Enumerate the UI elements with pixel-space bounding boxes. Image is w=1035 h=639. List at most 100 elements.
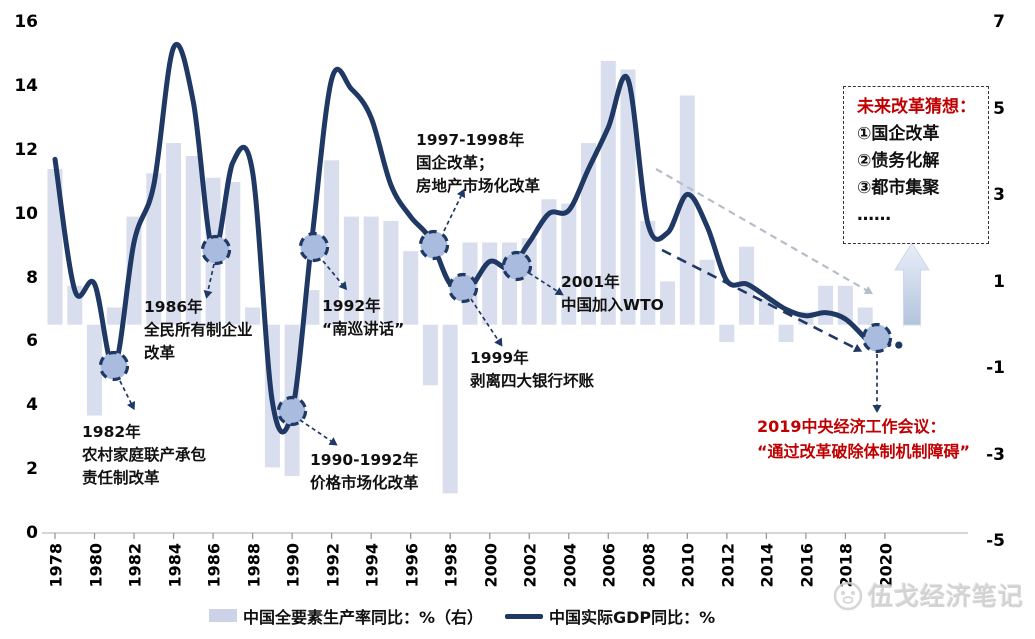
gdp-line: [52, 42, 868, 435]
x-axis-tick-label: 1996: [402, 542, 422, 588]
reform-markers-group: [98, 229, 893, 427]
tfp-bar-1985: [185, 156, 201, 325]
annotation-line: 国企改革；: [416, 154, 494, 172]
x-axis-tick-label: 2016: [797, 542, 817, 588]
annotation-a1992: 1992年 “南巡讲话”: [322, 295, 404, 341]
annotation-arrow: [443, 195, 462, 232]
annotation-line: 中国加入WTO: [561, 296, 664, 314]
right-axis-tick-label: 1: [993, 272, 1005, 292]
tfp-bar-1995: [383, 220, 399, 325]
arrowhead-icon: [456, 188, 466, 198]
tfp-bar-2012: [719, 324, 735, 342]
annotation-a2019: 2019中央经济工作会议： “通过改革破除体制机制障碍”: [757, 414, 970, 464]
tfp-bar-1978: [47, 169, 63, 325]
tfp-bar-1980: [87, 324, 102, 416]
annotation-a1999: 1999年 剥离四大银行坏账: [470, 347, 594, 393]
left-axis-tick-label: 16: [14, 12, 38, 32]
reform-marker-1981-trough: [98, 350, 130, 382]
annotation-arrow: [119, 380, 132, 404]
tfp-bar-2004: [561, 203, 577, 325]
left-axis-tick-label: 12: [14, 140, 38, 160]
tfp-bar-2007: [620, 69, 636, 325]
x-axis-tick-label: 2008: [639, 542, 659, 588]
tfp-bar-2008: [640, 220, 656, 325]
future-reforms-items: ①国企改革 ②债务化解 ③都市集聚 ……: [857, 121, 988, 229]
annotation-line: “南巡讲话”: [322, 320, 405, 338]
x-axis-tick-label: 2002: [520, 542, 540, 588]
trend-gray: [655, 168, 867, 291]
arrowhead-icon: [494, 337, 503, 347]
tfp-bar-1993: [343, 216, 359, 325]
right-axis-tick-label: 3: [993, 185, 1005, 205]
annotation-line: 1982年: [82, 423, 141, 441]
x-axis-tick-label: 1978: [46, 542, 66, 588]
big-up-arrow-icon: [894, 242, 930, 326]
right-axis-tick-label: -3: [986, 445, 1005, 465]
annotation-line: 价格市场化改革: [310, 474, 419, 492]
x-axis-tick-label: 1986: [204, 542, 224, 588]
tfp-bar-2015: [778, 324, 794, 342]
left-axis-tick-label: 14: [14, 76, 38, 96]
x-axis-tick-label: 2006: [599, 542, 619, 588]
tfp-bar-2019: [857, 307, 873, 325]
trend-arrows-group: [655, 168, 873, 353]
x-axis-tick-label: 1980: [86, 542, 106, 588]
x-axis-tick-label: 1992: [323, 542, 343, 588]
arrowhead-icon: [338, 281, 348, 291]
annotation-line: 改革: [144, 344, 176, 362]
reform-marker-1997: [418, 229, 450, 261]
tfp-bar-2003: [541, 199, 557, 325]
tfp-bar-1981: [106, 307, 122, 325]
tfp-bar-1983: [146, 173, 162, 325]
left-axis-tick-label: 6: [26, 331, 38, 351]
tfp-bar-2010: [679, 95, 695, 325]
left-axis-tick-label: 8: [26, 268, 38, 288]
x-axis-tick-label: 2000: [481, 542, 501, 588]
future-reforms-title: 未来改革猜想：: [857, 97, 976, 117]
tfp-bar-1996: [403, 251, 419, 325]
arrowhead-icon: [126, 400, 136, 411]
tfp-bar-2009: [660, 281, 676, 325]
x-axis-tick-label: 2004: [560, 542, 580, 588]
annotation-a1997: 1997-1998年 国企改革； 房地产市场化改革: [416, 129, 540, 198]
gdp-projection-end-dot: [895, 341, 903, 349]
annotation-a2001: 2001年中国加入WTO: [561, 271, 664, 317]
right-axis-tick-label: -1: [986, 358, 1005, 378]
tfp-bar-2005: [581, 143, 596, 325]
future-reform-item: ③都市集聚: [857, 178, 940, 198]
tfp-bar-2006: [600, 60, 616, 325]
tfp-bar-1997: [422, 324, 438, 386]
future-reforms-box: 未来改革猜想： ①国企改革 ②债务化解 ③都市集聚 ……: [843, 86, 989, 244]
annotation-a1986: 1986年 全民所有制企业 改革: [144, 296, 253, 365]
x-axis-tick-label: 1988: [244, 542, 264, 588]
annotation-line: 2001年: [561, 273, 620, 291]
right-axis-tick-label: 5: [993, 99, 1005, 119]
x-axis-tick-label: 1990: [283, 542, 303, 588]
annotation-arrows-group: [119, 188, 882, 446]
tfp-bar-1998: [442, 324, 458, 494]
annotation-a1982: 1982年 农村家庭联产承包 责任制改革: [82, 421, 206, 490]
annotation-line: 2019中央经济工作会议：: [757, 417, 946, 436]
legend-gdp-label: 中国实际GDP同比：%: [549, 608, 716, 627]
annotation-line: 1999年: [470, 349, 529, 367]
annotation-arrow: [299, 419, 332, 442]
big-arrow-group: [894, 242, 930, 326]
left-axis-tick-label: 10: [14, 204, 38, 224]
left-axis-tick-label: 2: [26, 459, 38, 479]
reform-marker-2019: [861, 322, 893, 354]
legend-tfp-label: 中国全要素生产率同比：%（右）: [243, 608, 484, 627]
annotation-line: 农村家庭联产承包: [82, 446, 207, 464]
annotation-a1990: 1990-1992年 价格市场化改革: [310, 449, 419, 495]
future-reform-item: ……: [857, 205, 891, 225]
x-axis-tick-label: 1982: [125, 542, 145, 588]
annotation-line: 1992年: [322, 297, 381, 315]
reform-marker-1991-1992: [298, 231, 330, 263]
arrowhead-icon: [872, 405, 882, 413]
tfp-bar-1992: [324, 160, 340, 325]
future-reform-item: ②债务化解: [857, 151, 940, 171]
future-reform-item: ①国企改革: [857, 124, 940, 144]
annotation-line: 房地产市场化改革: [416, 177, 541, 195]
annotation-line: 全民所有制企业: [144, 321, 253, 339]
